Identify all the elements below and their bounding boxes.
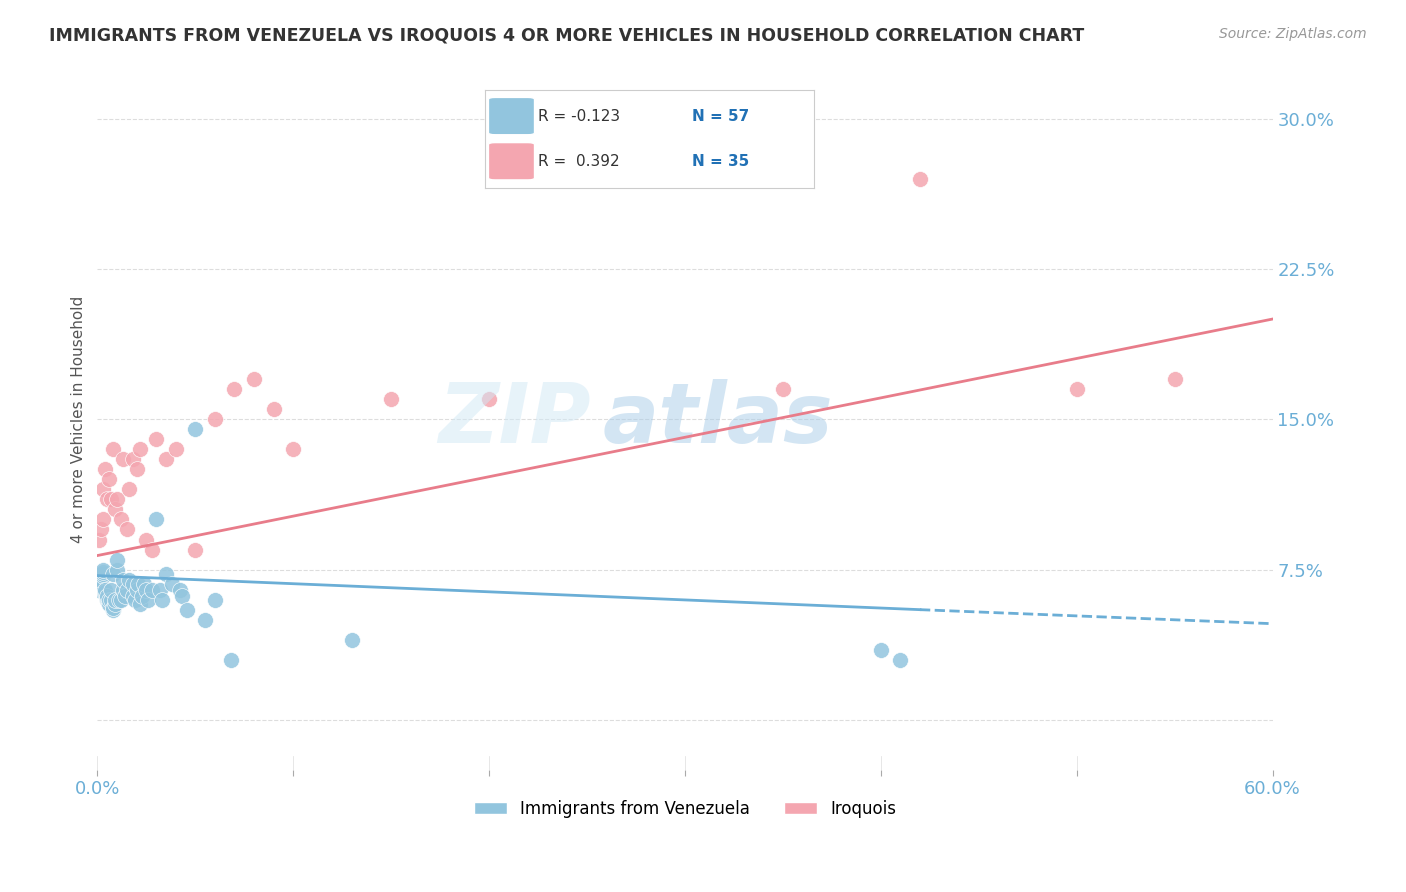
Point bbox=[96, 591, 118, 605]
Point bbox=[118, 573, 141, 587]
Point bbox=[91, 566, 114, 581]
Point bbox=[1163, 372, 1185, 386]
Point bbox=[169, 582, 191, 597]
Point bbox=[91, 568, 114, 582]
Point bbox=[91, 563, 114, 577]
Text: ZIP: ZIP bbox=[439, 379, 591, 459]
Point bbox=[135, 582, 157, 597]
Text: IMMIGRANTS FROM VENEZUELA VS IROQUOIS 4 OR MORE VEHICLES IN HOUSEHOLD CORRELATIO: IMMIGRANTS FROM VENEZUELA VS IROQUOIS 4 … bbox=[49, 27, 1084, 45]
Point bbox=[135, 533, 157, 547]
Point bbox=[101, 566, 124, 581]
Point bbox=[90, 523, 112, 537]
Point bbox=[145, 512, 167, 526]
Point bbox=[94, 584, 117, 599]
Point bbox=[90, 576, 112, 591]
Point bbox=[104, 502, 127, 516]
Point bbox=[149, 582, 172, 597]
Point bbox=[94, 587, 117, 601]
Point bbox=[110, 512, 132, 526]
Point bbox=[118, 483, 141, 497]
Point bbox=[129, 442, 152, 457]
Text: atlas: atlas bbox=[603, 379, 834, 459]
Point bbox=[243, 372, 266, 386]
Point bbox=[115, 582, 138, 597]
Text: Source: ZipAtlas.com: Source: ZipAtlas.com bbox=[1219, 27, 1367, 41]
Point bbox=[224, 382, 246, 396]
Point bbox=[155, 452, 177, 467]
Point bbox=[124, 592, 146, 607]
Point bbox=[90, 573, 112, 587]
Point bbox=[98, 592, 121, 607]
Point bbox=[91, 565, 114, 579]
Point bbox=[219, 653, 242, 667]
Point bbox=[91, 512, 114, 526]
Point bbox=[184, 422, 207, 436]
Point bbox=[91, 483, 114, 497]
Point bbox=[155, 566, 177, 581]
Point bbox=[141, 582, 163, 597]
Point bbox=[478, 392, 501, 407]
Point bbox=[104, 597, 127, 611]
Point bbox=[145, 432, 167, 446]
Point bbox=[115, 523, 138, 537]
Point bbox=[111, 573, 134, 587]
Point bbox=[340, 632, 363, 647]
Point bbox=[134, 576, 156, 591]
Point bbox=[104, 592, 127, 607]
Point bbox=[94, 582, 117, 597]
Point bbox=[96, 592, 118, 607]
Point bbox=[94, 462, 117, 476]
Point bbox=[96, 492, 118, 507]
Point bbox=[89, 582, 111, 597]
Point bbox=[111, 582, 134, 597]
Legend: Immigrants from Venezuela, Iroquois: Immigrants from Venezuela, Iroquois bbox=[467, 794, 903, 825]
Y-axis label: 4 or more Vehicles in Household: 4 or more Vehicles in Household bbox=[72, 295, 86, 543]
Point bbox=[105, 563, 128, 577]
Point bbox=[869, 642, 891, 657]
Point bbox=[121, 576, 143, 591]
Point bbox=[96, 589, 118, 603]
Point bbox=[101, 602, 124, 616]
Point bbox=[184, 542, 207, 557]
Point bbox=[98, 597, 121, 611]
Point bbox=[105, 552, 128, 566]
Point bbox=[160, 576, 183, 591]
Point bbox=[114, 589, 136, 603]
Point bbox=[131, 589, 153, 603]
Point bbox=[263, 402, 285, 417]
Point bbox=[121, 452, 143, 467]
Point bbox=[125, 582, 148, 597]
Point bbox=[204, 592, 226, 607]
Point bbox=[125, 462, 148, 476]
Point bbox=[111, 452, 134, 467]
Point bbox=[176, 602, 198, 616]
Point bbox=[908, 171, 931, 186]
Point bbox=[121, 589, 143, 603]
Point bbox=[194, 613, 217, 627]
Point bbox=[100, 592, 122, 607]
Point bbox=[1066, 382, 1088, 396]
Point bbox=[89, 533, 111, 547]
Point bbox=[150, 592, 173, 607]
Point bbox=[165, 442, 187, 457]
Point bbox=[772, 382, 794, 396]
Point bbox=[127, 576, 149, 591]
Point bbox=[110, 592, 132, 607]
Point bbox=[101, 442, 124, 457]
Point bbox=[283, 442, 305, 457]
Point bbox=[141, 542, 163, 557]
Point bbox=[129, 597, 152, 611]
Point bbox=[98, 472, 121, 486]
Point bbox=[170, 589, 193, 603]
Point bbox=[380, 392, 402, 407]
Point bbox=[108, 592, 131, 607]
Point bbox=[105, 492, 128, 507]
Point bbox=[100, 582, 122, 597]
Point bbox=[889, 653, 911, 667]
Point bbox=[136, 592, 159, 607]
Point bbox=[101, 600, 124, 615]
Point bbox=[100, 492, 122, 507]
Point bbox=[204, 412, 226, 426]
